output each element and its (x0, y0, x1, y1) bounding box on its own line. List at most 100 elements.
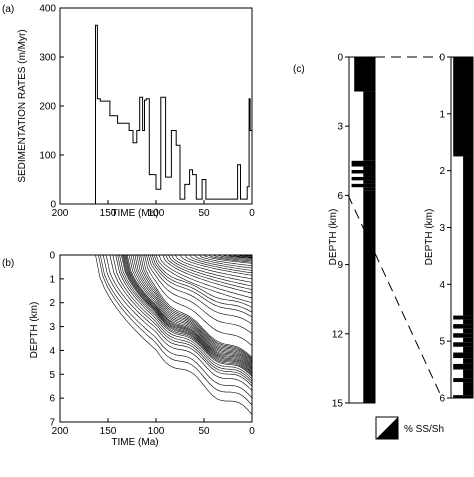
y-tick-label-c: 5 (439, 337, 445, 348)
y-tick-label-b: 6 (49, 394, 55, 405)
burial-history-chart: 200 150 100 50 0 0 1 2 3 4 5 6 7 TIME (Ma) DEPTH (km… (29, 251, 255, 449)
sandstone-fraction (349, 173, 364, 177)
y-tick-label-a: 300 (39, 53, 56, 64)
shale-fraction (463, 156, 473, 316)
sandstone-fraction (451, 363, 454, 370)
burial-curve (158, 254, 253, 299)
ticks-b: 200 150 100 50 0 0 1 2 3 4 5 6 7 (49, 251, 255, 438)
x-tick-label-b: 200 (52, 426, 69, 437)
y-tick-label-a: 100 (39, 151, 56, 162)
burial-curve (184, 254, 253, 274)
burial-curve (100, 254, 253, 399)
sandstone-fraction (451, 395, 454, 398)
burial-curve (122, 254, 253, 374)
sandstone-fraction (451, 333, 454, 338)
y-tick-label-c: 4 (439, 280, 445, 291)
burial-curve (227, 254, 253, 259)
shale-fraction (453, 333, 473, 338)
x-tick-label-b: 0 (249, 426, 255, 437)
sandstone-fraction (451, 315, 454, 320)
y-tick-label-c: 3 (337, 122, 343, 133)
burial-curve (232, 254, 253, 258)
correlation-line-bottom (347, 194, 443, 399)
shale-fraction (453, 342, 473, 347)
shale-fraction (463, 337, 473, 343)
sandstone-fraction (349, 166, 364, 171)
sandstone-fraction (451, 358, 464, 364)
burial-curve (151, 254, 253, 313)
burial-curve (144, 254, 253, 346)
shale-fraction (463, 319, 473, 325)
y-tick-label-c: 0 (439, 53, 445, 64)
y-axis-title-c2: DEPTH (km) (424, 209, 435, 266)
lithology-column-15km (348, 56, 376, 404)
lithology-column-6km (450, 56, 474, 399)
burial-curve (203, 254, 253, 264)
burial-curve (128, 254, 253, 366)
burial-curve (117, 254, 253, 377)
shale-fraction (351, 183, 375, 188)
x-tick-label-b: 150 (100, 426, 117, 437)
burial-curve (162, 254, 253, 294)
y-tick-label-b: 3 (49, 322, 55, 333)
panel-label-b: (b) (2, 258, 14, 269)
burial-curve (124, 254, 253, 371)
burial-curve (223, 254, 253, 259)
sandstone-fraction (451, 156, 464, 316)
burial-curve (123, 254, 253, 372)
y-tick-label-b: 2 (49, 298, 55, 309)
shale-fraction (363, 173, 375, 177)
burial-curve (179, 254, 253, 276)
x-tick-label-a: 150 (100, 208, 117, 219)
burial-curve (109, 254, 253, 384)
burial-curve (125, 254, 253, 369)
sandstone-fraction (451, 342, 454, 347)
sandstone-fraction (349, 57, 355, 92)
burial-curve (171, 254, 253, 283)
burial-curve (189, 254, 253, 271)
burial-curve (132, 254, 253, 364)
burial-curve (140, 254, 253, 359)
y-tick-label-c: 2 (439, 166, 445, 177)
burial-curve (208, 254, 253, 263)
burial-curve (130, 254, 253, 365)
y-tick-label-b: 1 (49, 274, 55, 285)
x-axis-title-b: TIME (Ma) (111, 437, 158, 448)
burial-curve (242, 254, 252, 257)
burial-curves (95, 254, 253, 415)
ticks-c1: 0 3 6 9 12 15 (332, 53, 349, 410)
burial-curve (237, 254, 253, 257)
sedimentation-rate-chart: 200 150 100 50 0 0 100 200 300 400 TIME (Ma) SEDI… (17, 4, 255, 220)
sandstone-fraction (349, 176, 352, 181)
shale-fraction (363, 180, 375, 184)
shale-fraction (363, 91, 375, 161)
shale-fraction (463, 369, 473, 379)
burial-curve (174, 254, 253, 280)
sandstone-fraction (451, 328, 464, 334)
ticks-a: 200 150 100 50 0 0 100 200 300 400 (39, 4, 255, 220)
y-tick-label-a: 200 (39, 102, 56, 113)
y-tick-label-a: 400 (39, 4, 56, 15)
shale-fraction (463, 328, 473, 334)
legend-label: % SS/Sh (404, 424, 444, 435)
sandstone-fraction (451, 337, 464, 343)
sandstone-fraction (349, 180, 364, 184)
burial-curve (134, 254, 253, 363)
y-tick-label-c: 9 (337, 260, 343, 271)
x-tick-label-b: 100 (148, 426, 165, 437)
burial-curve (125, 254, 253, 370)
y-tick-label-c: 0 (337, 53, 343, 64)
burial-curve (218, 254, 253, 261)
y-tick-label-b: 5 (49, 370, 55, 381)
y-axis-title-c1: DEPTH (km) (328, 209, 339, 266)
x-axis-title-a: TIME (Ma) (111, 208, 158, 219)
shale-fraction (453, 363, 473, 370)
burial-curve (198, 254, 253, 266)
x-tick-label-b: 50 (198, 426, 210, 437)
sandstone-fraction (349, 170, 352, 174)
shale-fraction (351, 160, 375, 167)
shale-fraction (453, 57, 473, 157)
legend: % SS/Sh (375, 416, 444, 440)
shale-fraction (463, 358, 473, 364)
